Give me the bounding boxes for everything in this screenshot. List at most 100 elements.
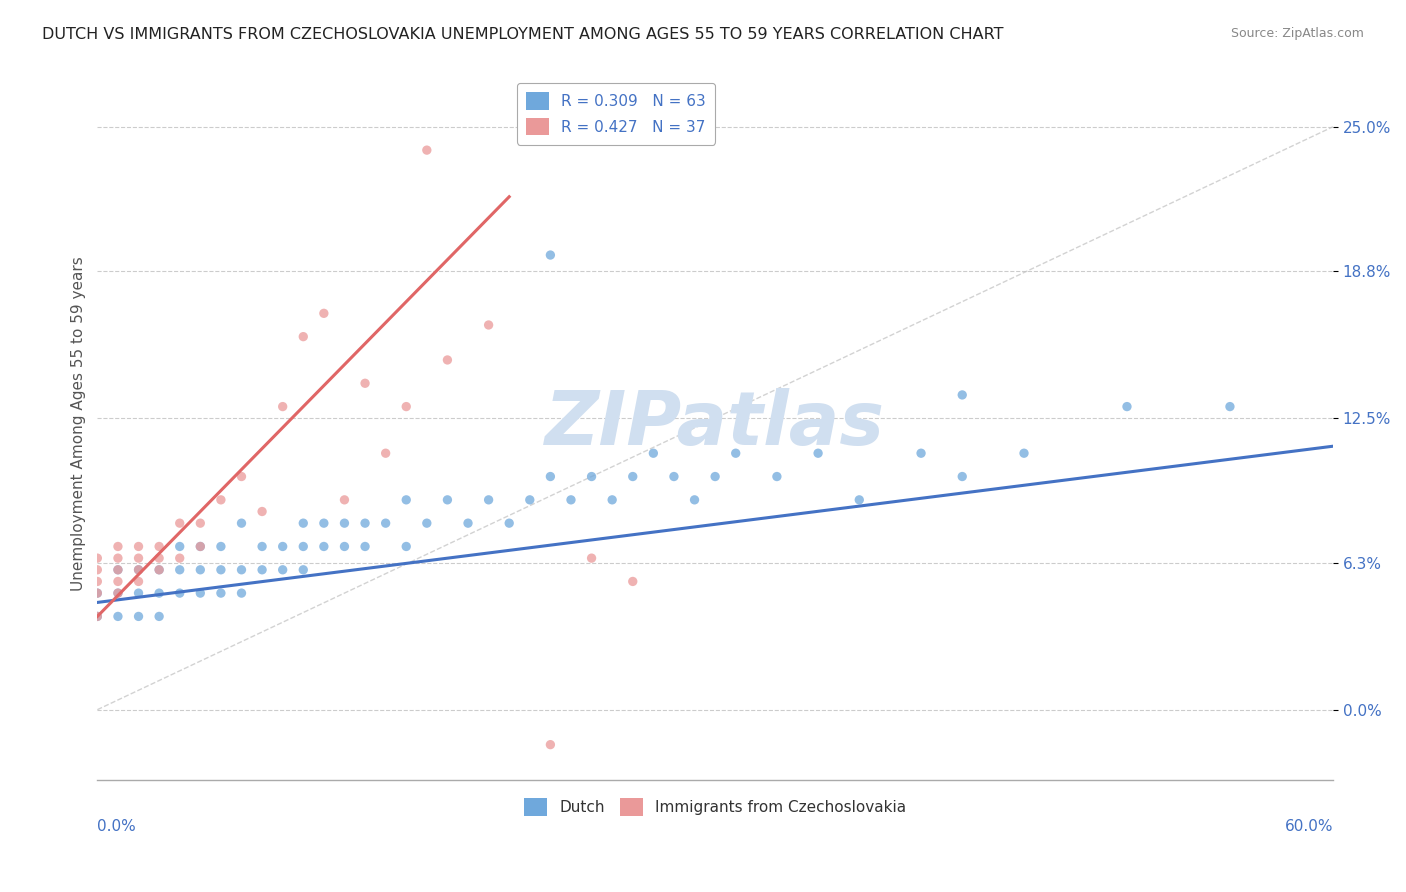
Point bbox=[107, 563, 129, 577]
Point bbox=[86, 551, 108, 566]
Point bbox=[169, 586, 191, 600]
Point bbox=[416, 516, 439, 531]
Point bbox=[560, 492, 582, 507]
Point bbox=[86, 609, 108, 624]
Point bbox=[416, 143, 439, 157]
Point bbox=[312, 540, 335, 554]
Point bbox=[188, 516, 211, 531]
Point bbox=[395, 540, 418, 554]
Point bbox=[86, 563, 108, 577]
Point bbox=[128, 563, 150, 577]
Point bbox=[498, 516, 520, 531]
Point bbox=[478, 318, 501, 332]
Point bbox=[374, 446, 396, 460]
Point bbox=[231, 586, 253, 600]
Point bbox=[250, 504, 273, 518]
Point bbox=[169, 551, 191, 566]
Point bbox=[1219, 400, 1241, 414]
Text: ZIPatlas: ZIPatlas bbox=[546, 387, 886, 460]
Text: 0.0%: 0.0% bbox=[97, 819, 136, 834]
Point bbox=[107, 609, 129, 624]
Point bbox=[910, 446, 932, 460]
Point bbox=[538, 248, 561, 262]
Point bbox=[1012, 446, 1035, 460]
Point bbox=[621, 574, 644, 589]
Point bbox=[538, 738, 561, 752]
Point bbox=[724, 446, 747, 460]
Point bbox=[107, 551, 129, 566]
Point bbox=[538, 469, 561, 483]
Point bbox=[950, 469, 973, 483]
Point bbox=[86, 609, 108, 624]
Point bbox=[478, 492, 501, 507]
Legend: Dutch, Immigrants from Czechoslovakia: Dutch, Immigrants from Czechoslovakia bbox=[517, 792, 912, 822]
Point bbox=[581, 469, 603, 483]
Point bbox=[209, 586, 232, 600]
Point bbox=[436, 492, 458, 507]
Point bbox=[333, 492, 356, 507]
Point bbox=[271, 563, 294, 577]
Text: 60.0%: 60.0% bbox=[1285, 819, 1333, 834]
Y-axis label: Unemployment Among Ages 55 to 59 years: Unemployment Among Ages 55 to 59 years bbox=[72, 257, 86, 591]
Point bbox=[128, 540, 150, 554]
Point bbox=[148, 551, 170, 566]
Point bbox=[600, 492, 623, 507]
Point bbox=[209, 540, 232, 554]
Point bbox=[271, 400, 294, 414]
Point bbox=[231, 516, 253, 531]
Point bbox=[766, 469, 789, 483]
Point bbox=[107, 574, 129, 589]
Point bbox=[1116, 400, 1139, 414]
Point bbox=[231, 469, 253, 483]
Point bbox=[188, 540, 211, 554]
Point bbox=[250, 540, 273, 554]
Point bbox=[148, 609, 170, 624]
Point bbox=[683, 492, 706, 507]
Point bbox=[662, 469, 685, 483]
Point bbox=[271, 540, 294, 554]
Point bbox=[148, 586, 170, 600]
Point bbox=[188, 563, 211, 577]
Point bbox=[519, 492, 541, 507]
Point bbox=[209, 563, 232, 577]
Point bbox=[107, 563, 129, 577]
Point bbox=[581, 551, 603, 566]
Point bbox=[807, 446, 830, 460]
Point bbox=[312, 306, 335, 320]
Point bbox=[312, 516, 335, 531]
Point bbox=[86, 586, 108, 600]
Point bbox=[188, 586, 211, 600]
Point bbox=[374, 516, 396, 531]
Point bbox=[128, 574, 150, 589]
Point bbox=[333, 540, 356, 554]
Point bbox=[169, 563, 191, 577]
Point bbox=[169, 516, 191, 531]
Point bbox=[107, 540, 129, 554]
Point bbox=[621, 469, 644, 483]
Point bbox=[231, 563, 253, 577]
Point bbox=[250, 563, 273, 577]
Point bbox=[128, 551, 150, 566]
Point bbox=[457, 516, 479, 531]
Point bbox=[333, 516, 356, 531]
Point bbox=[354, 540, 377, 554]
Point bbox=[395, 492, 418, 507]
Point bbox=[128, 586, 150, 600]
Point bbox=[209, 492, 232, 507]
Point bbox=[354, 516, 377, 531]
Point bbox=[107, 586, 129, 600]
Point bbox=[354, 376, 377, 391]
Point bbox=[188, 540, 211, 554]
Point bbox=[848, 492, 870, 507]
Text: Source: ZipAtlas.com: Source: ZipAtlas.com bbox=[1230, 27, 1364, 40]
Point bbox=[148, 563, 170, 577]
Point bbox=[292, 329, 315, 343]
Point bbox=[128, 609, 150, 624]
Point bbox=[128, 563, 150, 577]
Point bbox=[292, 540, 315, 554]
Point bbox=[86, 586, 108, 600]
Point bbox=[704, 469, 727, 483]
Point bbox=[436, 353, 458, 368]
Point bbox=[292, 563, 315, 577]
Point bbox=[107, 586, 129, 600]
